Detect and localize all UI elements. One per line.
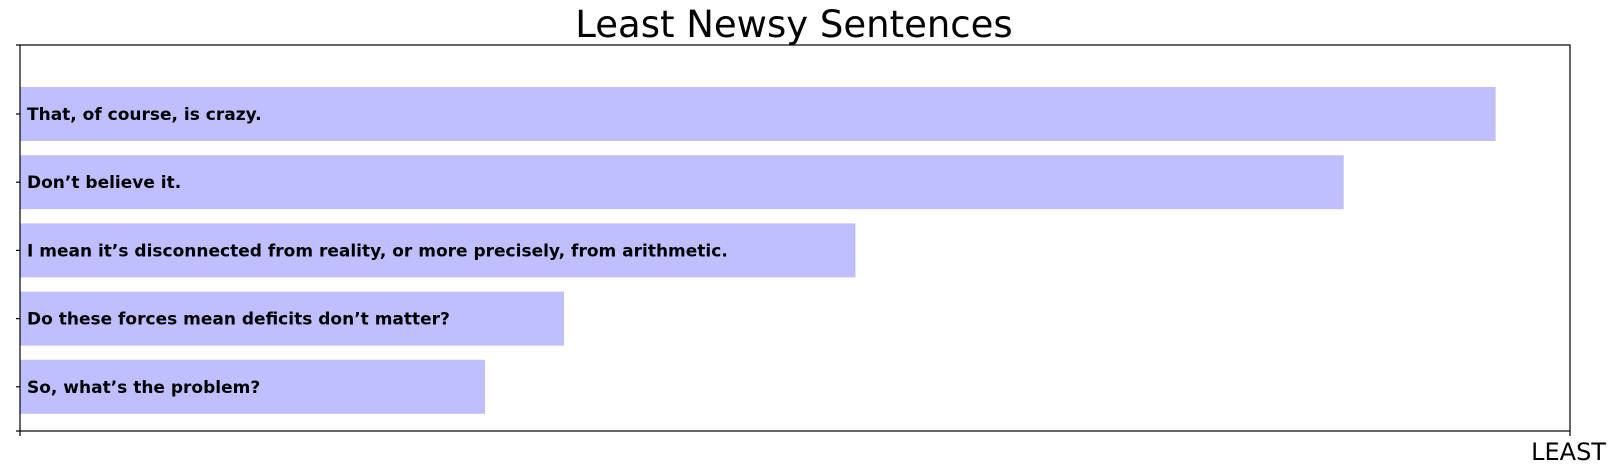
- plot-frame: [19, 44, 1571, 432]
- bar: [20, 87, 1496, 141]
- bar: [20, 155, 1344, 210]
- bars-layer: [20, 87, 1496, 414]
- bar-label: Do these forces mean deficits don’t matt…: [27, 310, 450, 330]
- bar-label: So, what’s the problem?: [27, 378, 260, 398]
- bar-label: That, of course, is crazy.: [27, 105, 262, 125]
- bar-labels-layer: That, of course, is crazy. Don’t believe …: [27, 105, 728, 398]
- x-axis-label: LEAST: [1531, 438, 1606, 466]
- chart-title: Least Newsy Sentences: [575, 3, 1012, 46]
- bar-label: I mean it’s disconnected from reality, o…: [27, 241, 728, 261]
- ticks-layer: [16, 44, 1571, 436]
- bar-label: Don’t believe it.: [27, 173, 181, 193]
- bar: [20, 291, 565, 346]
- bar: [20, 223, 856, 278]
- bar: [20, 359, 485, 414]
